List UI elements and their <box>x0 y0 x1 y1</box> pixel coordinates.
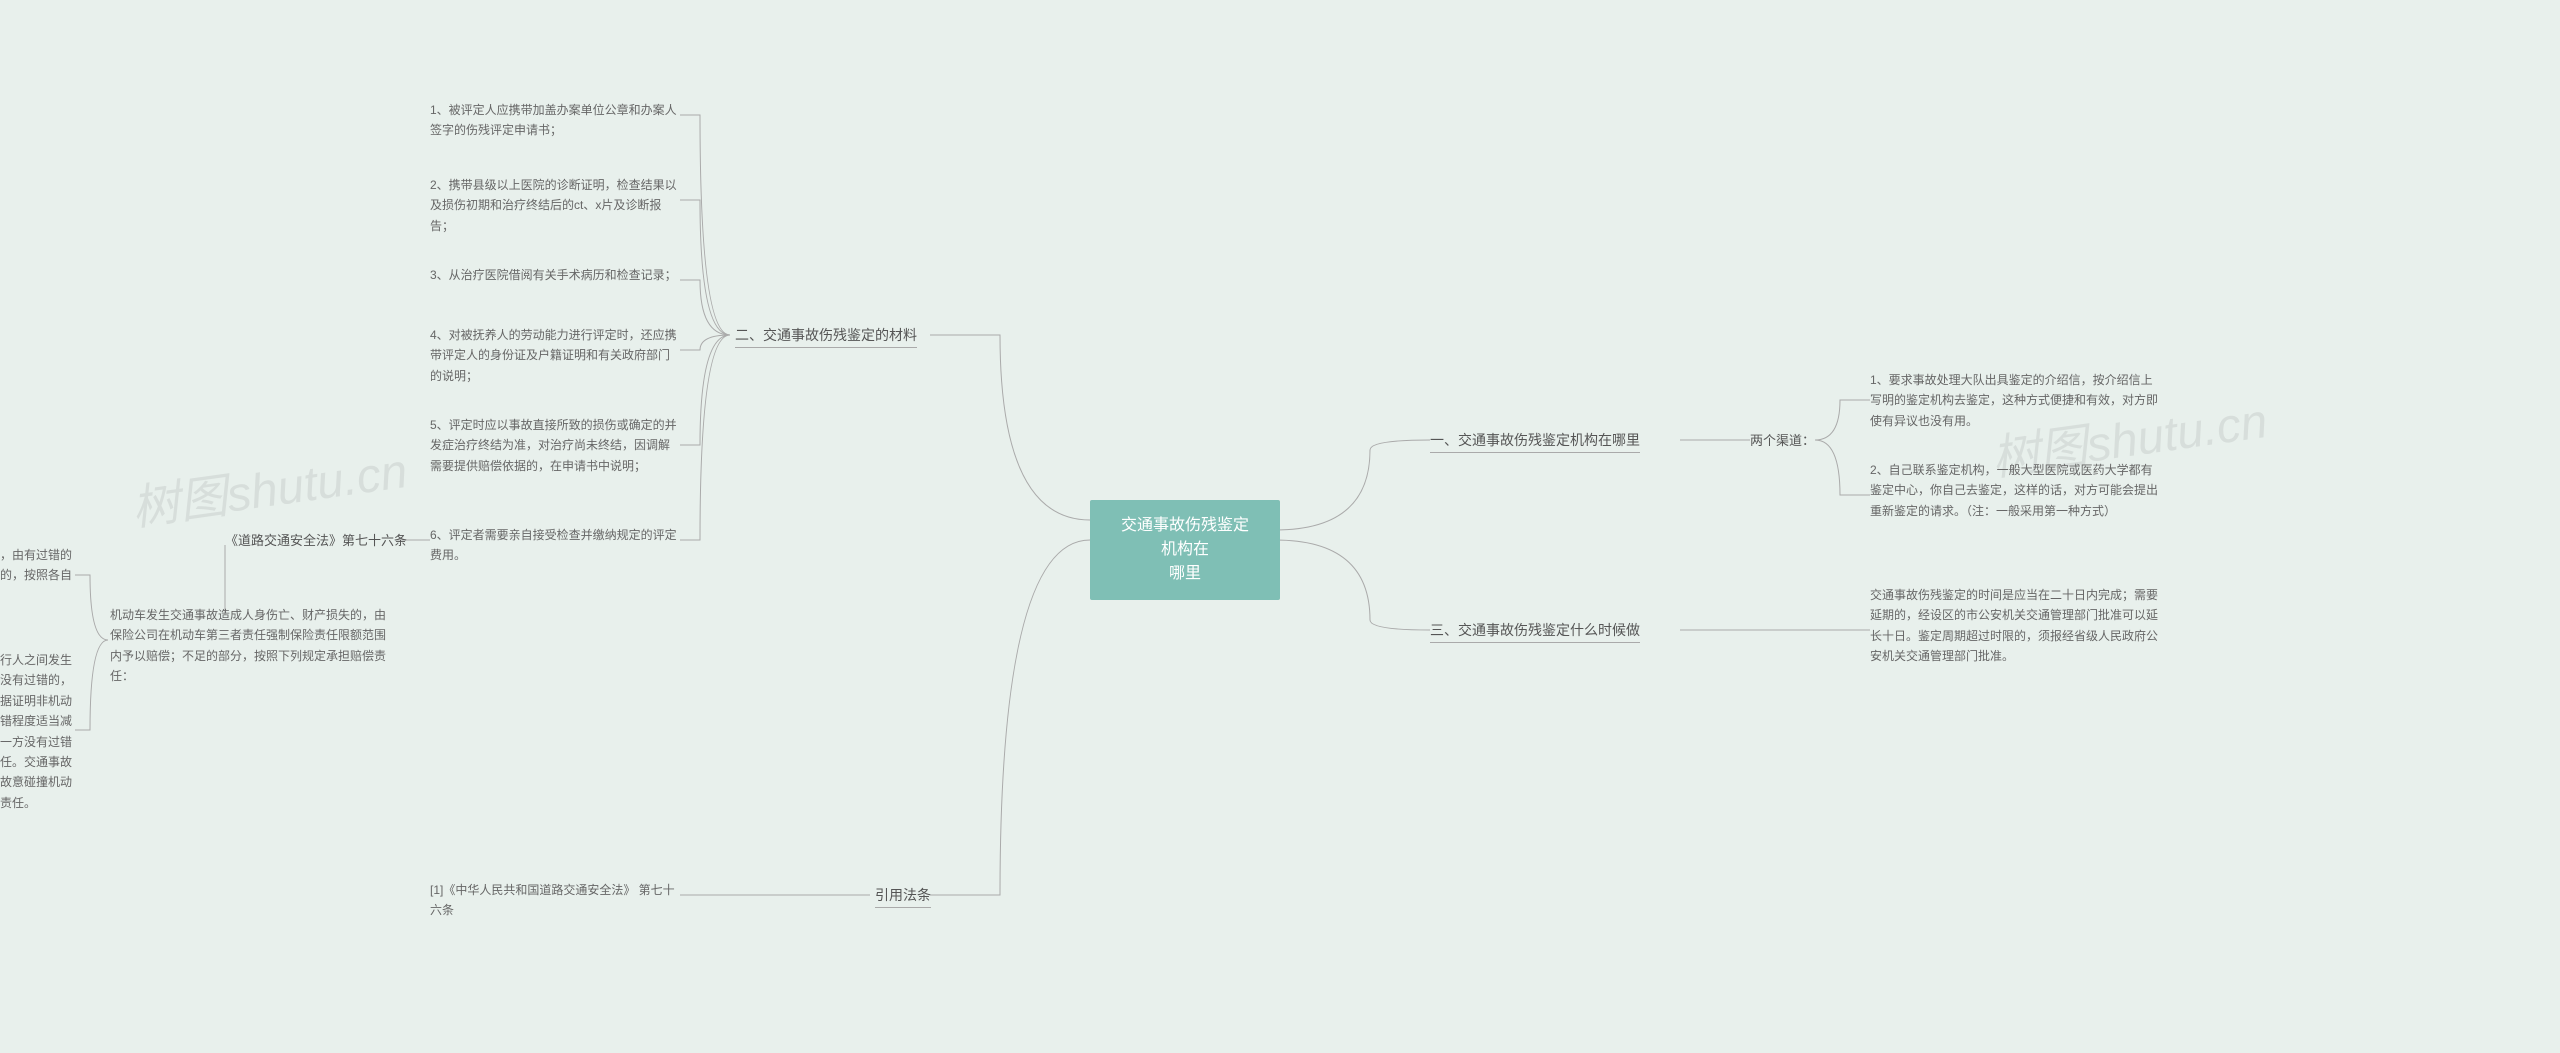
law-label: 《道路交通安全法》第七十六条 <box>225 530 407 549</box>
branch-one-sub: 两个渠道： <box>1750 430 1815 449</box>
branch-two-leaf-5: 5、评定时应以事故直接所致的损伤或确定的并发症治疗终结为准，对治疗尚未终结，因调… <box>430 415 680 476</box>
law-content: 机动车发生交通事故造成人身伤亡、财产损失的，由保险公司在机动车第三者责任强制保险… <box>110 605 390 687</box>
center-title-1: 交通事故伤残鉴定机构在 <box>1114 514 1256 562</box>
branch-two-leaf-2: 2、携带县级以上医院的诊断证明，检查结果以及损伤初期和治疗终结后的ct、x片及诊… <box>430 175 680 236</box>
connector-lines <box>0 0 2560 1053</box>
law-sub-1: （一）机动车之间发生交通事故的，由有过错的一方承担赔偿责任；双方都有过错的，按照… <box>0 545 75 606</box>
watermark: 树图shutu.cn <box>126 431 411 539</box>
branch-two-leaf-6: 6、评定者需要亲自接受检查并缴纳规定的评定费用。 <box>430 525 680 566</box>
branch-two-leaf-4: 4、对被抚养人的劳动能力进行评定时，还应携带评定人的身份证及户籍证明和有关政府部… <box>430 325 680 386</box>
branch-two-leaf-3: 3、从治疗医院借阅有关手术病历和检查记录； <box>430 265 680 285</box>
branch-three: 三、交通事故伤残鉴定什么时候做 <box>1430 620 1640 643</box>
branch-three-leaf: 交通事故伤残鉴定的时间是应当在二十日内完成；需要延期的，经设区的市公安机关交通管… <box>1870 585 2160 667</box>
branch-two-leaf-1: 1、被评定人应携带加盖办案单位公章和办案人签字的伤残评定申请书； <box>430 100 680 141</box>
branch-four-leaf: [1]《中华人民共和国道路交通安全法》 第七十六条 <box>430 880 680 921</box>
branch-four: 引用法条 <box>875 885 931 908</box>
branch-one-leaf-2: 2、自己联系鉴定机构，一般大型医院或医药大学都有鉴定中心，你自己去鉴定，这样的话… <box>1870 460 2160 521</box>
branch-one-leaf-1: 1、要求事故处理大队出具鉴定的介绍信，按介绍信上写明的鉴定机构去鉴定，这种方式便… <box>1870 370 2160 431</box>
center-title-2: 哪里 <box>1114 562 1256 586</box>
law-sub-2: （二）机动车与非机动车驾驶人、行人之间发生交通事故，非机动车驾驶人、行人没有过错… <box>0 650 75 813</box>
branch-one: 一、交通事故伤残鉴定机构在哪里 <box>1430 430 1640 453</box>
center-node: 交通事故伤残鉴定机构在 哪里 <box>1090 500 1280 600</box>
branch-two: 二、交通事故伤残鉴定的材料 <box>735 325 917 348</box>
